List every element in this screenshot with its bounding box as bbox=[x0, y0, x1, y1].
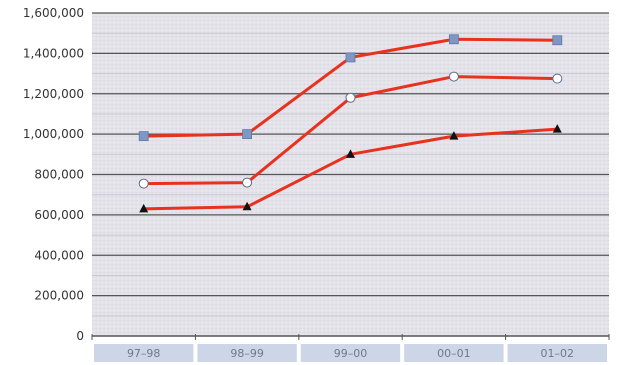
data-point-square bbox=[552, 35, 563, 46]
category-band bbox=[300, 344, 401, 362]
x-tick-label: 98–99 bbox=[230, 347, 264, 360]
y-tick-label: 1,200,000 bbox=[23, 87, 84, 101]
y-tick-label: 1,000,000 bbox=[23, 127, 84, 141]
data-point-triangle bbox=[449, 131, 459, 140]
data-point-circle bbox=[242, 177, 253, 188]
y-axis-tick-labels: 0 200,000 400,000 600,000 800,000 1,000,000 1,… bbox=[23, 6, 84, 343]
x-tick-label: 01–02 bbox=[541, 347, 575, 360]
data-point-circle bbox=[138, 178, 149, 189]
data-point-triangle bbox=[242, 201, 252, 211]
y-tick-label: 600,000 bbox=[34, 208, 84, 222]
category-band bbox=[507, 344, 607, 362]
data-point-square bbox=[242, 129, 253, 140]
data-point-circle bbox=[345, 92, 356, 103]
y-tick-label: 800,000 bbox=[34, 168, 84, 182]
y-tick-label: 0 bbox=[76, 329, 84, 343]
category-band bbox=[94, 344, 194, 362]
y-tick-label: 1,400,000 bbox=[23, 46, 84, 60]
y-tick-label: 1,600,000 bbox=[23, 6, 84, 20]
x-tick-label: 00–01 bbox=[437, 347, 471, 360]
x-tick-label: 99–00 bbox=[334, 347, 368, 360]
data-point-circle bbox=[448, 71, 459, 82]
x-axis-category-bands: 97–98 98–99 99–00 00–01 01–02 bbox=[94, 344, 607, 362]
data-point-square bbox=[345, 52, 356, 63]
data-point-triangle bbox=[552, 124, 562, 133]
data-point-triangle bbox=[139, 203, 149, 213]
category-band bbox=[404, 344, 504, 362]
x-tick-label: 97–98 bbox=[127, 347, 161, 360]
data-point-square bbox=[448, 34, 459, 45]
y-tick-label: 400,000 bbox=[34, 248, 84, 262]
data-point-triangle bbox=[346, 149, 355, 158]
category-band bbox=[197, 344, 297, 362]
data-point-circle bbox=[552, 73, 563, 84]
y-tick-label: 200,000 bbox=[34, 289, 84, 303]
series-markers bbox=[138, 34, 563, 213]
data-point-square bbox=[138, 131, 149, 142]
